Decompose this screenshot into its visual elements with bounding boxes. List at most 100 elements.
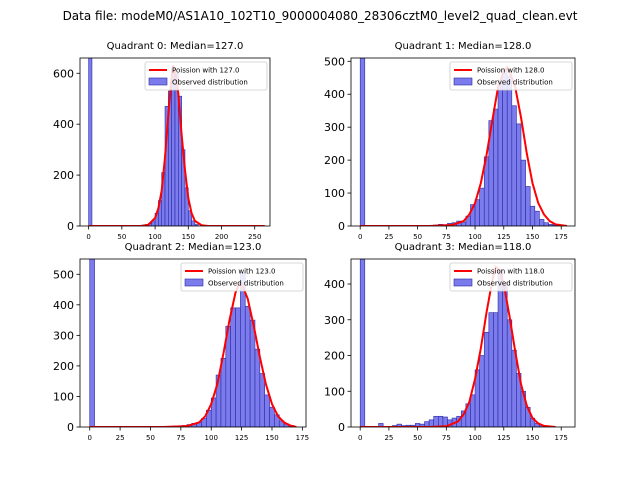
- histogram-bar: [194, 224, 199, 226]
- histogram-bar: [493, 312, 499, 427]
- y-tick-label: 200: [324, 350, 345, 363]
- histogram-bar: [516, 123, 522, 226]
- axes-frame: [79, 258, 307, 428]
- legend-label-curve: Poission with 123.0: [208, 268, 276, 276]
- histogram-bar: [171, 67, 176, 226]
- histogram-bar: [220, 357, 227, 427]
- y-tick-label: 400: [324, 278, 345, 291]
- legend-label-bars: Observed distribution: [172, 79, 248, 87]
- histogram-bar: [433, 415, 439, 427]
- legend-bar-swatch: [453, 77, 473, 86]
- x-tick-label: 100: [468, 233, 481, 241]
- histogram-bar: [378, 423, 384, 427]
- x-tick-label: 75: [442, 434, 451, 442]
- y-tick-label: 200: [53, 169, 74, 182]
- y-tick-label: 300: [324, 121, 345, 134]
- histogram-bar: [543, 222, 549, 226]
- y-tick-label: 0: [338, 421, 345, 434]
- y-tick-label: 100: [53, 390, 74, 403]
- y-tick-label: 300: [324, 314, 345, 327]
- histogram-bar: [254, 348, 261, 427]
- histogram-bar: [269, 406, 275, 427]
- y-tick-label: 0: [338, 220, 345, 233]
- y-tick-label: 100: [324, 385, 345, 398]
- histogram-bar: [479, 355, 485, 427]
- histogram-bar: [483, 331, 490, 427]
- x-tick-label: 125: [497, 233, 510, 241]
- y-tick-label: 200: [53, 360, 74, 373]
- y-tick-label: 500: [324, 55, 345, 68]
- legend-bar-swatch: [148, 77, 168, 86]
- histogram-bar: [497, 80, 503, 226]
- axes-frame: [350, 258, 576, 428]
- x-tick-label: 175: [296, 434, 309, 442]
- y-tick-label: 600: [53, 67, 74, 80]
- legend: Poission with 118.0 Observed distribution: [449, 262, 573, 292]
- axes-frame: [79, 57, 271, 227]
- histogram-bar: [438, 415, 444, 427]
- y-tick-label: 400: [53, 118, 74, 131]
- y-tick-label: 0: [67, 220, 74, 233]
- x-tick-label: 175: [555, 233, 568, 241]
- subplot-title: Quadrant 2: Median=123.0: [125, 242, 262, 253]
- histogram-bar: [235, 307, 241, 427]
- y-tick-label: 300: [53, 329, 74, 342]
- figure-title: Data file: modeM0/AS1A10_102T10_90000040…: [63, 9, 578, 23]
- histogram-bar: [244, 306, 251, 427]
- chart-quadrant-3: Quadrant 3: Median=118.0 0 100 200 300 400 0 25…: [324, 242, 576, 442]
- y-tick-label: 500: [53, 268, 74, 281]
- y-tick-label: 200: [324, 154, 345, 167]
- histogram-bar: [539, 219, 545, 226]
- y-tick-label: 400: [324, 88, 345, 101]
- legend-label-bars: Observed distribution: [208, 280, 284, 288]
- chart-quadrant-1: Quadrant 1: Median=128.0 0 100 200 300 400 500…: [324, 41, 576, 241]
- histogram-bars: [89, 259, 295, 427]
- subplot-title: Quadrant 0: Median=127.0: [107, 41, 244, 52]
- y-tick-label: 100: [324, 187, 345, 200]
- x-tick-label: 0: [87, 434, 91, 442]
- x-tick-label: 250: [248, 233, 261, 241]
- x-tick-label: 200: [215, 233, 228, 241]
- histogram-bar: [506, 75, 513, 226]
- histogram-bar: [359, 259, 366, 427]
- histogram-bars: [88, 58, 199, 226]
- x-tick-label: 75: [442, 233, 451, 241]
- histogram-bar: [187, 210, 192, 226]
- histogram-bar: [525, 186, 531, 226]
- legend-label-curve: Poission with 127.0: [172, 67, 240, 75]
- x-tick-label: 150: [526, 434, 539, 442]
- histogram-bar: [511, 105, 517, 226]
- x-tick-label: 100: [205, 434, 218, 442]
- histogram-bar: [488, 312, 494, 427]
- legend-label-bars: Observed distribution: [477, 79, 553, 87]
- x-tick-label: 125: [235, 434, 248, 442]
- x-tick-label: 100: [468, 434, 481, 442]
- histogram-bar: [529, 205, 536, 226]
- histogram-bar: [359, 58, 366, 226]
- x-tick-label: 0: [358, 434, 362, 442]
- y-tick-label: 400: [53, 299, 74, 312]
- subplot-title: Quadrant 1: Median=128.0: [395, 41, 532, 52]
- x-tick-label: 150: [182, 233, 195, 241]
- legend-bar-swatch: [453, 278, 473, 287]
- legend-box: [449, 262, 573, 292]
- legend-box: [449, 61, 573, 91]
- x-tick-label: 50: [413, 434, 422, 442]
- histogram-bar: [479, 187, 485, 226]
- legend: Poission with 123.0 Observed distribution: [180, 262, 304, 292]
- x-tick-label: 100: [148, 233, 161, 241]
- histogram-bar: [89, 259, 95, 427]
- histogram-bar: [259, 373, 265, 427]
- x-tick-label: 150: [526, 233, 539, 241]
- x-tick-label: 150: [265, 434, 278, 442]
- chart-quadrant-2: Quadrant 2: Median=123.0 0 100 200 300 400 500…: [53, 242, 309, 442]
- histogram-bar: [534, 210, 540, 226]
- x-tick-label: 0: [358, 233, 362, 241]
- x-tick-label: 25: [384, 434, 393, 442]
- x-tick-label: 175: [555, 434, 568, 442]
- legend-bar-swatch: [184, 278, 204, 287]
- histogram-bar: [230, 307, 236, 427]
- x-tick-label: 50: [117, 233, 126, 241]
- legend-label-curve: Poission with 128.0: [477, 67, 545, 75]
